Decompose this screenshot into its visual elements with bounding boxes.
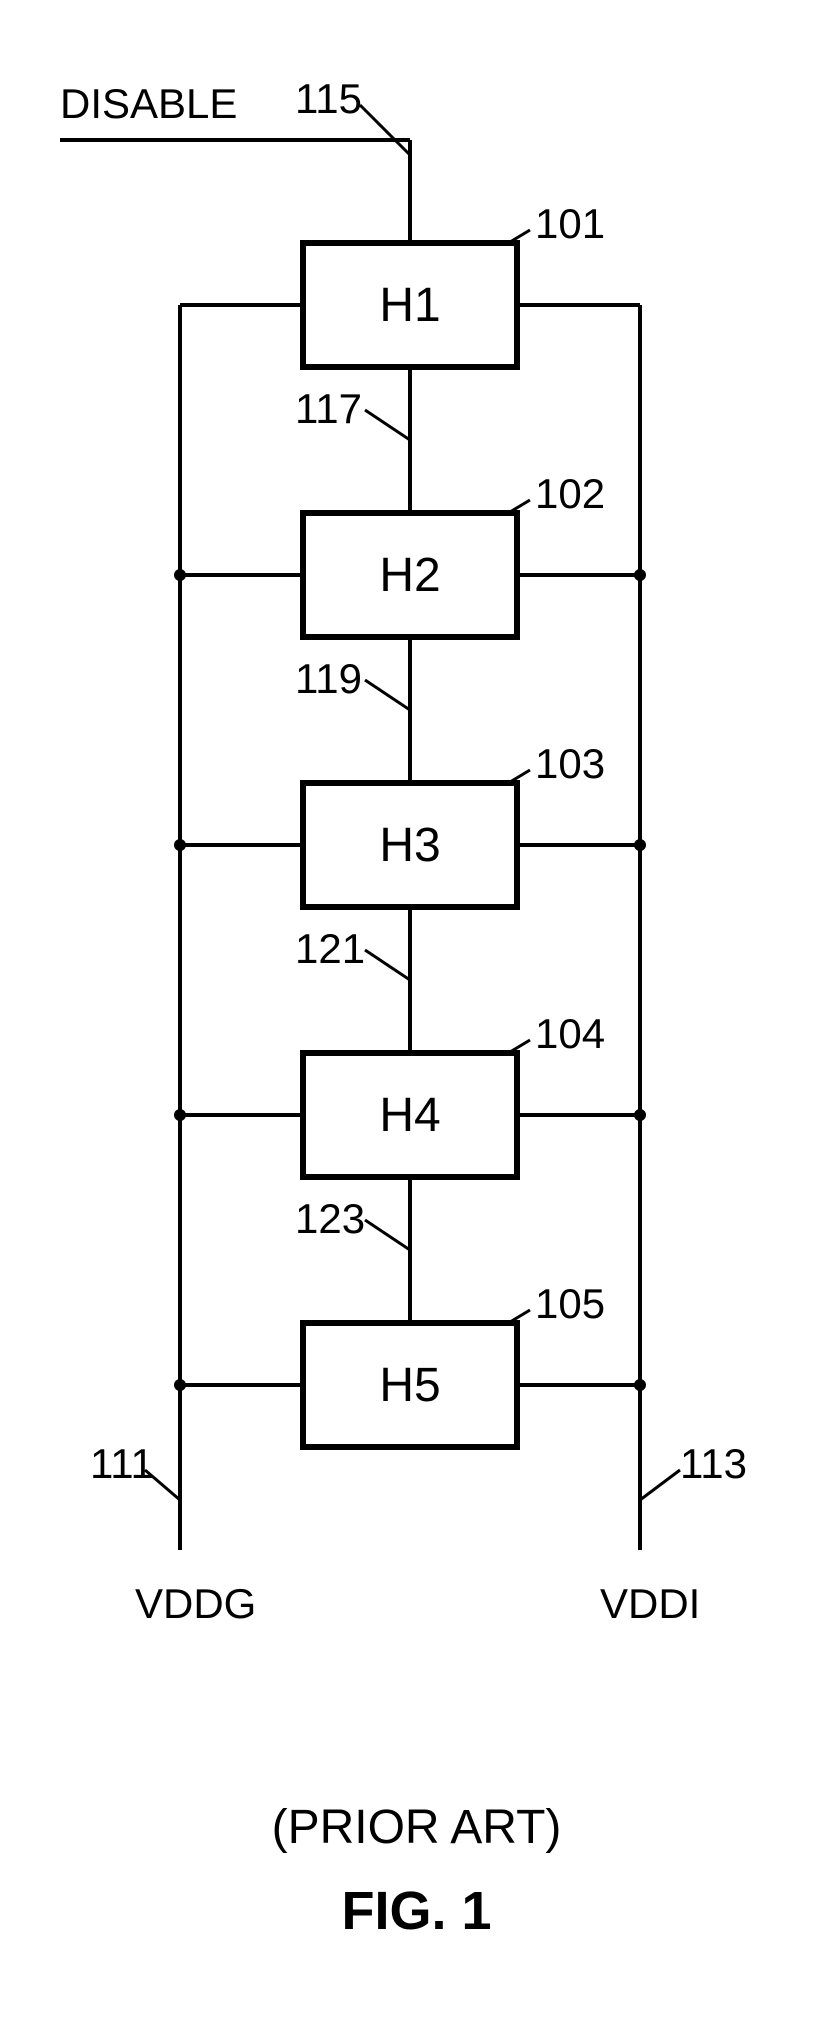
block-h3-label: H3 bbox=[379, 818, 440, 873]
ref-123: 123 bbox=[295, 1195, 365, 1243]
ref-119: 119 bbox=[295, 655, 362, 703]
block-h2: H2 bbox=[300, 510, 520, 640]
ref-101: 101 bbox=[535, 200, 605, 248]
block-h4-label: H4 bbox=[379, 1088, 440, 1143]
block-h4: H4 bbox=[300, 1050, 520, 1180]
ref-121: 121 bbox=[295, 925, 365, 973]
ref-105: 105 bbox=[535, 1280, 605, 1328]
block-h5-label: H5 bbox=[379, 1358, 440, 1413]
ref-117: 117 bbox=[295, 385, 362, 433]
block-h5: H5 bbox=[300, 1320, 520, 1450]
ref-102: 102 bbox=[535, 470, 605, 518]
ref-111: 111 bbox=[90, 1440, 154, 1488]
ref-103: 103 bbox=[535, 740, 605, 788]
disable-label: DISABLE bbox=[60, 80, 237, 128]
ref-115: 115 bbox=[295, 75, 362, 123]
ref-104: 104 bbox=[535, 1010, 605, 1058]
vddg-label: VDDG bbox=[135, 1580, 256, 1628]
block-h3: H3 bbox=[300, 780, 520, 910]
block-h1-label: H1 bbox=[379, 278, 440, 333]
figure-label: FIG. 1 bbox=[341, 1880, 491, 1942]
prior-art-caption: (PRIOR ART) bbox=[272, 1800, 562, 1855]
block-h2-label: H2 bbox=[379, 548, 440, 603]
block-h1: H1 bbox=[300, 240, 520, 370]
vddi-label: VDDI bbox=[600, 1580, 700, 1628]
ref-113: 113 bbox=[680, 1440, 747, 1488]
